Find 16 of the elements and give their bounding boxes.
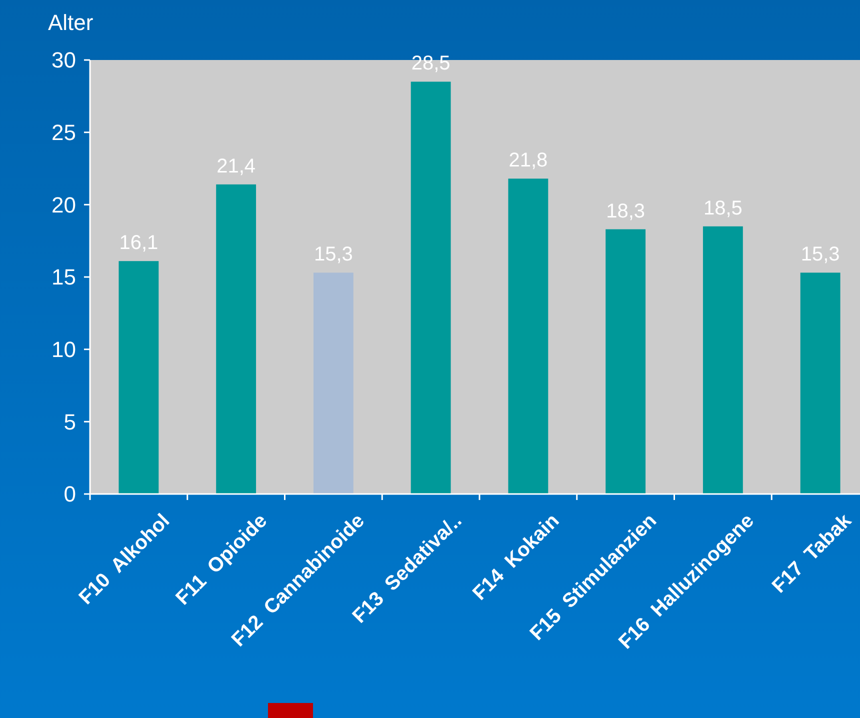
y-tick-label: 10 xyxy=(52,337,76,362)
y-tick-label: 0 xyxy=(64,482,76,507)
y-tick-label: 30 xyxy=(52,48,76,73)
bar xyxy=(508,178,548,494)
bar xyxy=(216,184,256,494)
y-axis-title: Alter xyxy=(48,10,94,35)
y-tick-label: 15 xyxy=(52,264,76,290)
bar xyxy=(702,226,743,494)
bar xyxy=(410,82,451,494)
y-tick-label: 5 xyxy=(64,409,76,434)
bar xyxy=(800,272,840,494)
bar xyxy=(313,272,354,494)
bar xyxy=(118,261,159,494)
bar xyxy=(606,229,646,494)
y-tick-label: 20 xyxy=(52,192,76,218)
y-tick-label: 25 xyxy=(52,120,76,146)
